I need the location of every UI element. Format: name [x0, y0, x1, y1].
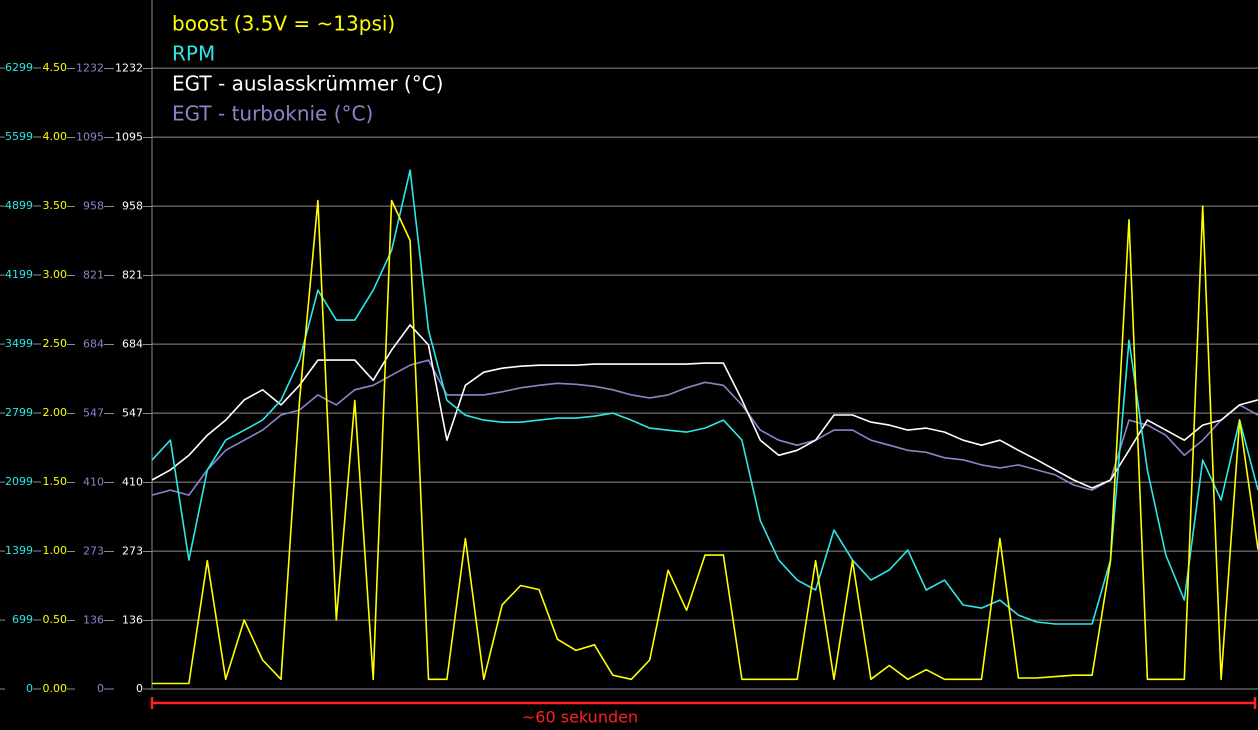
y-tick-label: 4199 [5, 268, 33, 281]
legend-entry: boost (3.5V = ~13psi) [172, 12, 395, 36]
y-tick-label: 2.50 [43, 337, 68, 350]
annotation: ~60 sekunden [522, 708, 638, 727]
y-tick-label: 958 [83, 200, 104, 213]
y-tick-label: 547 [122, 407, 143, 420]
y-tick-label: 1399 [5, 544, 33, 557]
y-tick-label: 0.00 [43, 682, 68, 695]
y-tick-label: 4899 [5, 199, 33, 212]
series-line [152, 199, 1258, 685]
y-tick-label: 2799 [5, 406, 33, 419]
y-tick-label: 410 [122, 476, 143, 489]
y-tick-label: 821 [83, 269, 104, 282]
y-tick-label: 0 [97, 682, 104, 695]
legend-entry: EGT - auslasskrümmer (°C) [172, 72, 443, 96]
y-tick-label: 0 [136, 682, 143, 695]
y-tick-label: 1232 [76, 62, 104, 75]
y-tick-label: 684 [122, 338, 143, 351]
y-tick-label: 3.50 [43, 199, 68, 212]
y-tick-label: 273 [122, 545, 143, 558]
y-tick-label: 3499 [5, 337, 33, 350]
y-tick-label: 136 [122, 614, 143, 627]
y-tick-label: 2099 [5, 475, 33, 488]
y-tick-label: 958 [122, 200, 143, 213]
y-tick-label: 4.50 [43, 61, 68, 74]
y-tick-label: 4.00 [43, 130, 68, 143]
legend-entry: RPM [172, 42, 215, 66]
y-tick-label: 821 [122, 269, 143, 282]
y-tick-label: 1095 [76, 131, 104, 144]
y-tick-label: 0 [26, 682, 33, 695]
y-tick-label: 136 [83, 614, 104, 627]
legend-entry: EGT - turboknie (°C) [172, 102, 373, 126]
y-tick-label: 273 [83, 545, 104, 558]
series-line [151, 169, 1258, 625]
y-tick-label: 1.00 [43, 544, 68, 557]
y-tick-label: 699 [12, 613, 33, 626]
y-tick-label: 0.50 [43, 613, 68, 626]
y-tick-label: 547 [83, 407, 104, 420]
y-tick-label: 6299 [5, 61, 33, 74]
y-tick-label: 3.00 [43, 268, 68, 281]
y-tick-label: 410 [83, 476, 104, 489]
series-line [151, 359, 1258, 496]
y-tick-label: 684 [83, 338, 104, 351]
y-tick-label: 1232 [115, 62, 143, 75]
y-tick-label: 1.50 [43, 475, 68, 488]
series-line [151, 324, 1258, 489]
y-tick-label: 5599 [5, 130, 33, 143]
y-tick-label: 1095 [115, 131, 143, 144]
y-tick-label: 2.00 [43, 406, 68, 419]
